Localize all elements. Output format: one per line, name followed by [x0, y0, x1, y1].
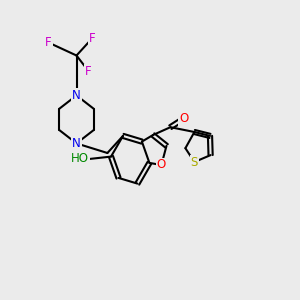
- Text: N: N: [72, 137, 81, 150]
- Text: O: O: [179, 112, 188, 125]
- Text: F: F: [45, 36, 52, 49]
- Text: N: N: [72, 89, 81, 102]
- Text: HO: HO: [71, 152, 89, 166]
- Text: S: S: [191, 155, 198, 169]
- Text: O: O: [157, 158, 166, 172]
- Text: F: F: [89, 32, 96, 45]
- Text: F: F: [85, 64, 92, 78]
